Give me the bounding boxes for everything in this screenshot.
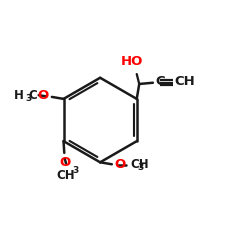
- Text: O: O: [38, 90, 49, 102]
- Text: CH: CH: [130, 158, 148, 171]
- Text: C: C: [28, 89, 37, 102]
- Text: CH: CH: [57, 168, 75, 181]
- Text: 3: 3: [25, 94, 31, 104]
- Text: H: H: [14, 89, 24, 102]
- Text: O: O: [59, 156, 70, 168]
- Text: HO: HO: [120, 55, 143, 68]
- Text: O: O: [114, 158, 126, 171]
- Text: C: C: [156, 75, 165, 88]
- Text: 3: 3: [72, 166, 78, 175]
- Text: CH: CH: [174, 75, 195, 88]
- Text: 3: 3: [137, 163, 143, 172]
